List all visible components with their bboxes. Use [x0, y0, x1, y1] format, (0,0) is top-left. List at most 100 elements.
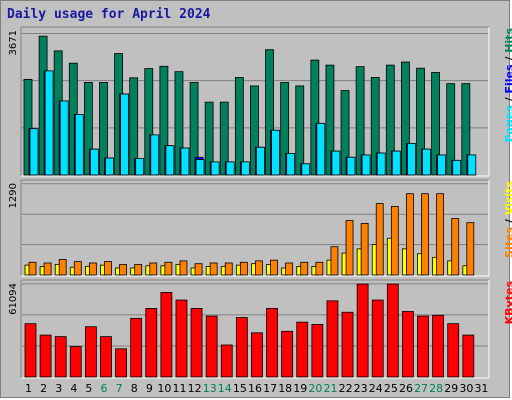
x-tick-label: 1 — [25, 382, 32, 395]
legend-entry: KBytes — [503, 281, 512, 325]
pages-bar — [150, 134, 160, 176]
sites-bar — [194, 263, 203, 276]
x-tick-label: 24 — [369, 382, 383, 395]
kbytes-bar — [160, 292, 173, 378]
sites-bar — [209, 262, 218, 276]
panel-1-ymax-label: 1290 — [8, 183, 19, 208]
pages-bar — [120, 93, 129, 176]
hits-bar — [416, 67, 425, 176]
sites-bar — [43, 262, 52, 276]
x-tick-label: 14 — [218, 382, 232, 395]
kbytes-bar — [39, 334, 52, 378]
kbytes-bar — [462, 334, 475, 378]
kbytes-bar — [130, 317, 143, 378]
pages-bar — [195, 159, 205, 176]
legend-entry: Visits — [503, 181, 512, 216]
sites-bar — [375, 203, 384, 276]
x-tick-label: 6 — [101, 382, 108, 395]
x-tick-label: 22 — [339, 382, 353, 395]
x-tick-label: 10 — [157, 382, 171, 395]
kbytes-bar — [69, 346, 82, 378]
pages-bar — [240, 161, 250, 176]
pages-bar — [165, 145, 175, 176]
x-tick-label: 17 — [263, 382, 277, 395]
x-tick-label: 26 — [399, 382, 413, 395]
x-tick-label: 9 — [146, 382, 153, 395]
x-tick-label: 18 — [278, 382, 292, 395]
legend-entry: / — [503, 215, 512, 227]
pages-bar — [256, 146, 265, 176]
kbytes-bar — [220, 344, 233, 378]
x-tick-label: 31 — [474, 382, 488, 395]
hits-bar — [129, 77, 139, 176]
sites-bar — [421, 193, 429, 276]
x-tick-label: 28 — [429, 382, 443, 395]
hits-bar — [174, 71, 184, 176]
pages-bar — [437, 154, 447, 176]
x-tick-label: 16 — [248, 382, 262, 395]
hits-bar — [99, 82, 108, 176]
kbytes-bar — [84, 326, 97, 378]
hits-bar — [265, 49, 274, 176]
hits-bar — [431, 72, 441, 176]
panel-2-legend: KBytes — [503, 281, 512, 325]
x-tick-label: 15 — [233, 382, 247, 395]
hits-bar — [219, 101, 229, 176]
sites-bar — [285, 262, 294, 276]
kbytes-bar — [281, 330, 294, 378]
sites-bar — [88, 262, 97, 276]
x-tick-label: 19 — [293, 382, 307, 395]
kbytes-bar — [251, 332, 263, 378]
x-tick-label: 30 — [459, 382, 473, 395]
pages-bar — [210, 161, 220, 176]
pages-bar — [316, 122, 326, 176]
pages-bar — [452, 159, 462, 176]
kbytes-bar — [447, 323, 460, 378]
sites-bar — [134, 263, 143, 276]
pages-bar — [391, 150, 401, 176]
pages-bar — [59, 100, 69, 176]
hits-bar — [83, 82, 93, 176]
pages-bar — [467, 154, 477, 176]
sites-bar — [300, 261, 309, 276]
kbytes-bar — [190, 308, 203, 378]
x-tick-label: 25 — [384, 382, 398, 395]
pages-bar — [331, 150, 341, 176]
kbytes-bar — [311, 324, 324, 378]
pages-bar — [376, 152, 386, 176]
hits-bar — [325, 64, 335, 176]
sites-bar — [330, 246, 339, 276]
legend-entry: / — [503, 53, 512, 65]
hits-bar — [250, 85, 259, 176]
kbytes-bar — [432, 314, 445, 378]
x-tick-label: 21 — [323, 382, 337, 395]
sites-bar — [451, 218, 460, 276]
hits-bar — [144, 68, 154, 176]
kbytes-bar — [402, 311, 414, 378]
hits-bar — [23, 78, 33, 176]
x-tick-label: 27 — [414, 382, 428, 395]
sites-bar — [436, 193, 445, 276]
pages-bar — [407, 142, 416, 176]
pages-bar — [301, 163, 311, 176]
legend-entry: Hits — [503, 28, 512, 53]
panel-0-legend: Pages / Files / Hits — [503, 28, 512, 143]
hits-bar — [204, 101, 214, 176]
kbytes-bar — [235, 317, 248, 378]
sites-bar — [224, 262, 233, 276]
x-tick-label: 23 — [354, 382, 368, 395]
pages-bar — [361, 154, 371, 176]
kbytes-bar — [296, 321, 309, 378]
kbytes-bar — [341, 311, 354, 378]
kbytes-bar — [266, 308, 278, 378]
hits-bar — [189, 82, 199, 176]
x-tick-label: 5 — [85, 382, 92, 395]
pages-bar — [105, 157, 114, 176]
legend-entry: Sites — [503, 226, 512, 257]
pages-bar — [271, 129, 280, 176]
x-tick-label: 3 — [55, 382, 62, 395]
panel-1-legend: Sites / Visits — [503, 181, 512, 258]
sites-bar — [164, 261, 173, 276]
sites-bar — [255, 260, 263, 276]
sites-bar — [360, 222, 369, 276]
